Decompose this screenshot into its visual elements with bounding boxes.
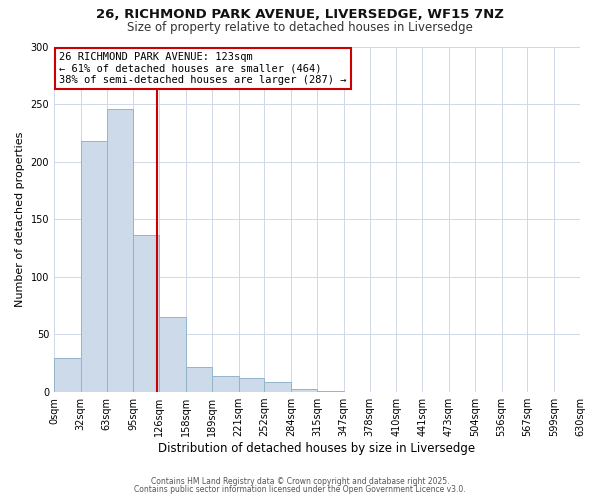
Text: Size of property relative to detached houses in Liversedge: Size of property relative to detached ho… <box>127 21 473 34</box>
Bar <box>317 391 344 392</box>
Bar <box>186 366 212 392</box>
Bar <box>159 317 186 392</box>
Text: Contains public sector information licensed under the Open Government Licence v3: Contains public sector information licen… <box>134 485 466 494</box>
Bar <box>133 236 159 392</box>
X-axis label: Distribution of detached houses by size in Liversedge: Distribution of detached houses by size … <box>158 442 476 455</box>
Text: Contains HM Land Registry data © Crown copyright and database right 2025.: Contains HM Land Registry data © Crown c… <box>151 477 449 486</box>
Bar <box>291 388 317 392</box>
Bar <box>81 141 107 392</box>
Text: 26, RICHMOND PARK AVENUE, LIVERSEDGE, WF15 7NZ: 26, RICHMOND PARK AVENUE, LIVERSEDGE, WF… <box>96 8 504 20</box>
Y-axis label: Number of detached properties: Number of detached properties <box>15 132 25 307</box>
Bar <box>239 378 265 392</box>
Bar <box>54 358 81 392</box>
Bar <box>265 382 291 392</box>
Bar <box>107 108 133 392</box>
Bar <box>212 376 239 392</box>
Text: 26 RICHMOND PARK AVENUE: 123sqm
← 61% of detached houses are smaller (464)
38% o: 26 RICHMOND PARK AVENUE: 123sqm ← 61% of… <box>59 52 347 85</box>
